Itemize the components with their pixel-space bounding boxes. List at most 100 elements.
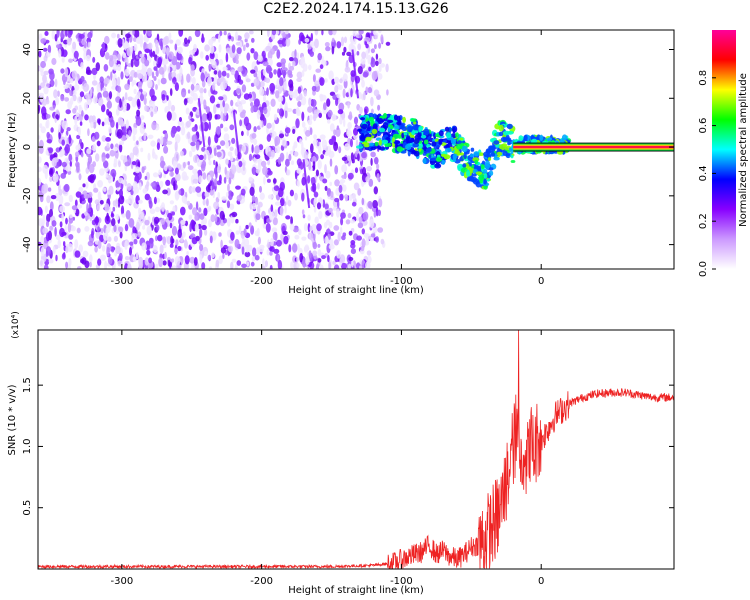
spectrogram-signal-cell [498,131,504,137]
spectrogram-noise-cell [65,261,69,269]
spectrogram-ytick-label: 0 [22,144,33,150]
spectrogram-noise-cell [152,50,156,58]
spectrogram-noise-cell [144,193,151,201]
spectrogram-signal-cell [561,134,568,141]
spectrogram-noise-cell [45,114,51,119]
spectrogram-noise-cell [338,146,342,154]
spectrogram-noise-cell [305,130,311,137]
spectrogram-noise-cell [194,84,201,91]
spectrogram-noise-cell [58,188,63,196]
spectrogram-noise-cell [171,222,175,227]
spectrogram-noise-cell [272,231,278,241]
spectrogram-noise-cell [345,92,350,98]
spectrogram-noise-cell [183,175,189,181]
spectrogram-noise-cell [328,233,331,240]
spectrogram-noise-cell [235,53,239,61]
spectrogram-noise-cell [108,91,113,100]
spectrogram-noise-cell [140,147,144,153]
colorbar-label: Normalized spectral amplitude [738,73,749,227]
spectrogram-noise-cell [269,251,273,256]
spectrogram-noise-cell [220,111,224,121]
spectrogram-noise-cell [101,121,105,127]
spectrogram-noise-cell [50,195,57,200]
spectrogram-noise-cell [175,39,181,46]
spectrogram-noise-cell [89,88,93,98]
spectrogram-noise-cell [385,41,391,46]
spectrogram-noise-cell [324,185,328,191]
spectrogram-noise-cell [127,195,134,205]
spectrogram-noise-cell [328,138,334,145]
spectrogram-noise-cell [76,227,81,234]
spectrogram-noise-cell [110,119,115,128]
spectrogram-noise-cell [74,151,80,158]
spectrogram-noise-cell [174,82,179,92]
spectrogram-noise-cell [71,70,78,79]
spectrogram-noise-cell [124,180,128,187]
spectrogram-noise-cell [237,103,243,114]
spectrogram-noise-cell [97,180,103,188]
spectrogram-signal-cell [434,163,442,169]
spectrogram-noise-cell [187,161,190,166]
spectrogram-noise-cell [187,39,190,44]
spectrogram-noise-cell [221,196,227,201]
spectrogram-noise-cell [228,245,234,253]
spectrogram-noise-cell [43,55,48,62]
spectrogram-noise-cell [263,117,267,126]
spectrogram-noise-cell [283,81,288,91]
spectrogram-noise-cell [373,89,380,97]
spectrogram-noise-cell [266,87,269,96]
spectrogram-noise-cell [163,173,167,179]
spectrogram-noise-cell [308,97,312,107]
spectrogram-noise-cell [187,89,191,94]
spectrogram-noise-cell [172,76,176,85]
spectrogram-noise-cell [186,73,191,83]
snr-panel: -300 -200 -100 0 0.5 1.0 1.5 Height of straigh… [7,311,675,596]
spectrogram-noise-cell [285,37,291,47]
spectrogram-noise-cell [207,152,211,161]
spectrogram-noise-cell [144,219,150,226]
spectrogram-noise-cell [120,71,124,80]
spectrogram-noise-cell [75,112,79,118]
spectrogram-noise-cell [217,70,222,79]
spectrogram-noise-cell [137,161,140,169]
spectrogram-noise-cell [45,149,49,156]
spectrogram-noise-cell [203,207,208,217]
spectrogram-noise-cell [251,144,254,154]
spectrogram-noise-cell [301,70,305,77]
spectrogram-noise-cell [204,44,211,52]
spectrogram-noise-cell [55,234,61,241]
spectrogram-noise-cell [250,261,255,267]
spectrogram-noise-cell [215,169,218,179]
spectrogram-noise-cell [214,114,218,120]
spectrogram-signal-cell [444,147,452,153]
spectrogram-noise-cell [307,175,311,184]
spectrogram-noise-cell [337,109,344,115]
spectrogram-noise-cell [83,193,87,199]
spectrogram-noise-cell [345,60,349,70]
spectrogram-signal-cell [360,117,365,121]
spectrogram-noise-cell [113,224,117,233]
spectrogram-noise-cell [146,79,153,88]
spectrogram-noise-cell [47,187,52,192]
spectrogram-noise-cell [174,43,178,51]
spectrogram-signal-cell [438,138,444,142]
spectrogram-noise-cell [60,68,65,74]
spectrogram-signal-cell [488,170,494,176]
spectrogram-noise-cell [198,95,204,101]
spectrogram-noise-cell [251,194,256,203]
spectrogram-noise-cell [312,160,316,170]
spectrogram-noise-cell [350,152,354,162]
spectrogram-signal-cell [507,142,511,146]
spectrogram-noise-cell [151,71,155,79]
spectrogram-noise-cell [103,77,110,85]
spectrogram-noise-cell [94,216,100,224]
spectrogram-noise-cell [132,30,135,36]
spectrogram-noise-cell [333,264,340,269]
spectrogram-noise-cell [223,80,228,90]
spectrogram-noise-cell [134,166,141,174]
spectrogram-noise-cell [106,212,109,222]
spectrogram-noise-cell [328,30,334,36]
spectrogram-noise-cell [107,236,112,242]
spectrogram-xtick-label: -200 [250,276,273,287]
spectrogram-noise-cell [249,30,254,35]
